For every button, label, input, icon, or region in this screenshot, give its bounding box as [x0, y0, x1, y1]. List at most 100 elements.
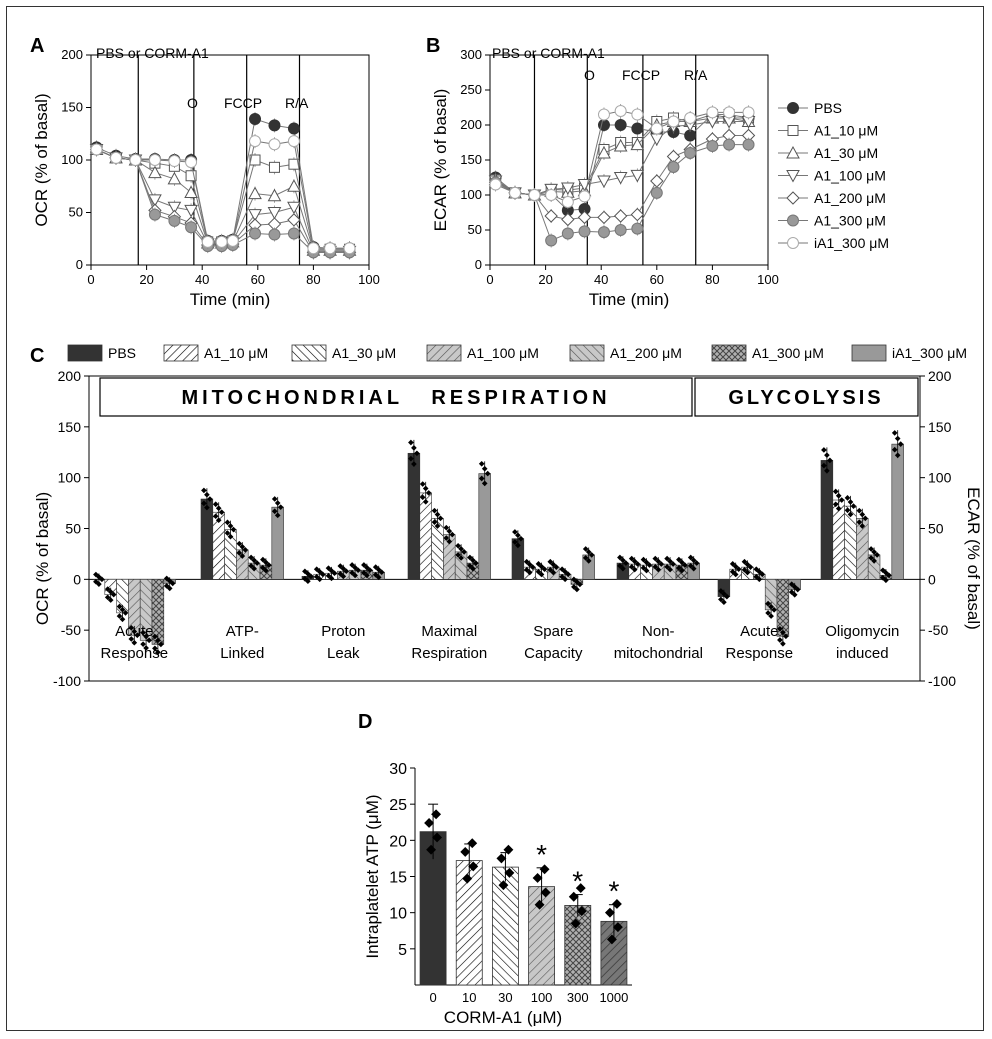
panel-c-category-label: ATP- [226, 623, 259, 640]
panel-c-datapoint [140, 641, 146, 648]
panel-d-datapoint [432, 832, 443, 843]
panel-c-category-label: Respiration [411, 645, 487, 662]
panel-c-datapoint [585, 549, 592, 555]
panel-a-xtick-label: 0 [87, 272, 94, 287]
panel-d-significance-asterisk: * [536, 839, 547, 870]
legend-ab-marker-a1-10-m [787, 125, 799, 136]
panel-b-point-pbs [614, 119, 627, 131]
panel-c-datapoint [248, 563, 254, 569]
panel-d-xtick-label: 0 [429, 990, 436, 1005]
panel-c-datapoint [461, 549, 467, 555]
panel-c-datapoint [455, 542, 461, 549]
panel-b-point-ia1-300-m [650, 122, 663, 135]
legend-c-swatch-a1-10-m [163, 344, 199, 362]
legend-c-swatch-pbs [67, 344, 103, 362]
panel-c-datapoint [355, 567, 361, 574]
panel-a-point-pbs [268, 119, 281, 132]
panel-a-point-a1-10-m [249, 154, 261, 166]
panel-b-point-a1-30-m [597, 145, 611, 159]
panel-b-xtick-label: 20 [538, 272, 552, 287]
panel-c-datapoint [780, 640, 786, 647]
panel-d-datapoint [468, 861, 479, 872]
panel-c-datapoint [274, 500, 281, 506]
panel-c-datapoint [771, 607, 777, 613]
panel-c-category-label: Non- [642, 623, 675, 640]
panel-c-datapoint [562, 576, 568, 583]
panel-c-datapoint [547, 558, 554, 565]
banner-mito-box [99, 377, 693, 417]
legend-ab-label-a1-30-m: A1_30 μM [814, 145, 878, 161]
panel-c-datapoint [446, 538, 453, 545]
panel-c-ytick-label: 150 [58, 419, 82, 435]
panel-a-point-ia1-300-m [324, 242, 337, 255]
panel-c-category-label: Response [101, 645, 169, 662]
panel-b-point-ia1-300-m [528, 189, 541, 201]
panel-c-datapoint [827, 457, 833, 464]
legend-c-label-a1-10-m: A1_10 μM [204, 345, 268, 361]
panel-b-point-a1-100-m [630, 169, 645, 183]
panel-c-category-label: induced [836, 645, 889, 662]
panel-c-datapoint [512, 539, 518, 545]
panel-b-point-ia1-300-m [509, 186, 522, 199]
panel-b-point-a1-300-m [706, 140, 719, 152]
panel-b-point-a1-30-m [630, 137, 645, 151]
legend-ab-label-ia1-300-m: iA1_300 μM [814, 235, 889, 251]
panel-c-ytick-right-label: 100 [928, 470, 952, 486]
panel-c-datapoint [414, 450, 420, 457]
panel-c-datapoint [824, 452, 830, 459]
panel-c-category-label: Oligomycin [825, 623, 899, 640]
panel-c-datapoint [224, 530, 231, 536]
panel-c-datapoint [667, 558, 673, 565]
panel-d-datapoint [534, 899, 545, 910]
panel-b-point-ia1-300-m [742, 106, 755, 119]
panel-c-datapoint [364, 572, 370, 579]
panel-c-datapoint [367, 567, 373, 574]
panel-c-ytick-right-label: 50 [928, 521, 944, 537]
panel-a-xtick-label: 80 [306, 272, 320, 287]
panel-c-datapoint [850, 503, 857, 509]
panel-c-ytick-label: 0 [73, 571, 81, 587]
panel-c-datapoint [526, 569, 533, 576]
panel-b-point-pbs [631, 122, 644, 135]
panel-c-datapoint [251, 557, 257, 564]
panel-b-xtick-label: 40 [594, 272, 608, 287]
panel-c-datapoint [316, 576, 323, 583]
panel-c-datapoint [724, 593, 730, 600]
panel-d-ytick-label: 30 [389, 761, 407, 778]
panel-c-datapoint [218, 509, 225, 516]
panel-c-datapoint [886, 572, 892, 579]
panel-c-datapoint [227, 533, 234, 540]
panel-c-datapoint [408, 439, 414, 446]
panel-d-datapoint [540, 887, 551, 898]
panel-c-datapoint [835, 505, 842, 512]
panel-c-datapoint [523, 558, 530, 565]
panel-c-datapoint [143, 645, 149, 651]
panel-c-datapoint [538, 571, 545, 578]
panel-c-category-label: Acute [740, 623, 778, 640]
panel-d-bar-300 [564, 905, 592, 986]
legend-c-swatch-a1-300-m [711, 344, 747, 362]
panel-b-xlabel: Time (min) [589, 290, 670, 309]
panel-a-xlabel: Time (min) [190, 290, 271, 309]
panel-c-datapoint [319, 571, 326, 578]
panel-c-datapoint [676, 565, 682, 571]
panel-d-datapoint [532, 872, 543, 883]
panel-b-xtick-label: 60 [650, 272, 664, 287]
panel-c-datapoint [844, 495, 851, 501]
legend-c-label-pbs: PBS [108, 345, 136, 361]
panel-c-datapoint [422, 498, 429, 505]
panel-a-ytick-label: 200 [61, 47, 83, 62]
panel-b-ytick-label: 50 [468, 222, 482, 237]
panel-c-datapoint [134, 632, 141, 639]
panel-c-datapoint [239, 543, 246, 550]
legend-ab-marker-a1-100-m [786, 170, 800, 183]
panel-c-datapoint [883, 577, 889, 584]
panel-d-chart: 5 10 15 20 25 30 Intraplatelet ATP (μM) CORM-A1… [363, 761, 632, 1027]
panel-c-ylabel: OCR (% of basal) [33, 492, 52, 625]
panel-b-point-a1-200-m [650, 174, 664, 188]
panel-c-datapoint [458, 555, 464, 561]
panel-letter-c: C [30, 345, 44, 367]
panel-c-datapoint [768, 613, 774, 619]
panel-c-category-label: Proton [321, 623, 365, 640]
panel-c-datapoint [260, 565, 266, 571]
